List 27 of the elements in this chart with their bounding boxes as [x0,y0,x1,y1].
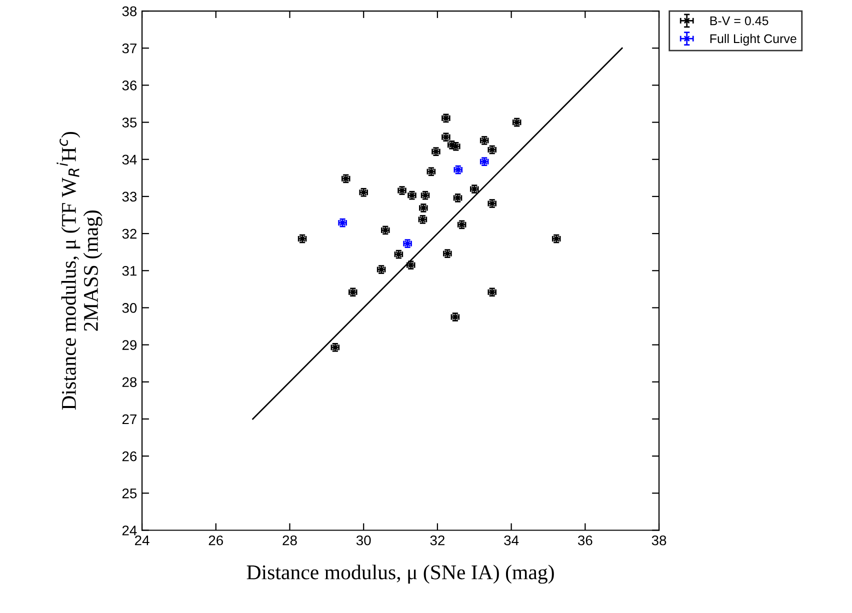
legend-label: B-V = 0.45 [710,16,768,26]
y-tick-label: 28 [122,377,137,388]
y-tick-label: 26 [122,451,137,462]
x-tick-label: 34 [504,535,519,546]
y-tick-label: 30 [122,303,137,313]
y-tick-label: 32 [122,228,136,239]
x-tick-label: 24 [135,535,150,546]
legend-label: Full Light Curve [710,34,796,46]
x-tick-label: 30 [356,535,371,546]
y-tick-label: 35 [122,118,137,128]
x-tick-label: 32 [430,535,444,546]
y-tick-label: 27 [122,414,136,424]
y-tick-label: 31 [122,266,136,276]
x-axis-title: Distance modulus, μ (SNe IA) (mag) [246,564,554,584]
text: Distance modulus, μ (TF W$_{R}$$^{i}$H$^{c}$) 2MASS (mag) [56,132,102,410]
y-tick-label: 34 [122,154,137,165]
x-tick-label: 38 [652,535,666,546]
y-tick-label: 33 [122,192,137,202]
y-tick-label: 29 [122,340,137,350]
y-tick-label: 38 [122,6,137,16]
x-tick-label: 36 [578,535,592,546]
x-tick-label: 26 [208,535,223,546]
y-tick-label: 25 [122,488,137,498]
y-tick-label: 37 [122,43,136,54]
y-tick-label: 24 [122,526,137,536]
y-tick-label: 36 [122,80,137,90]
x-tick-label: 28 [282,535,297,546]
